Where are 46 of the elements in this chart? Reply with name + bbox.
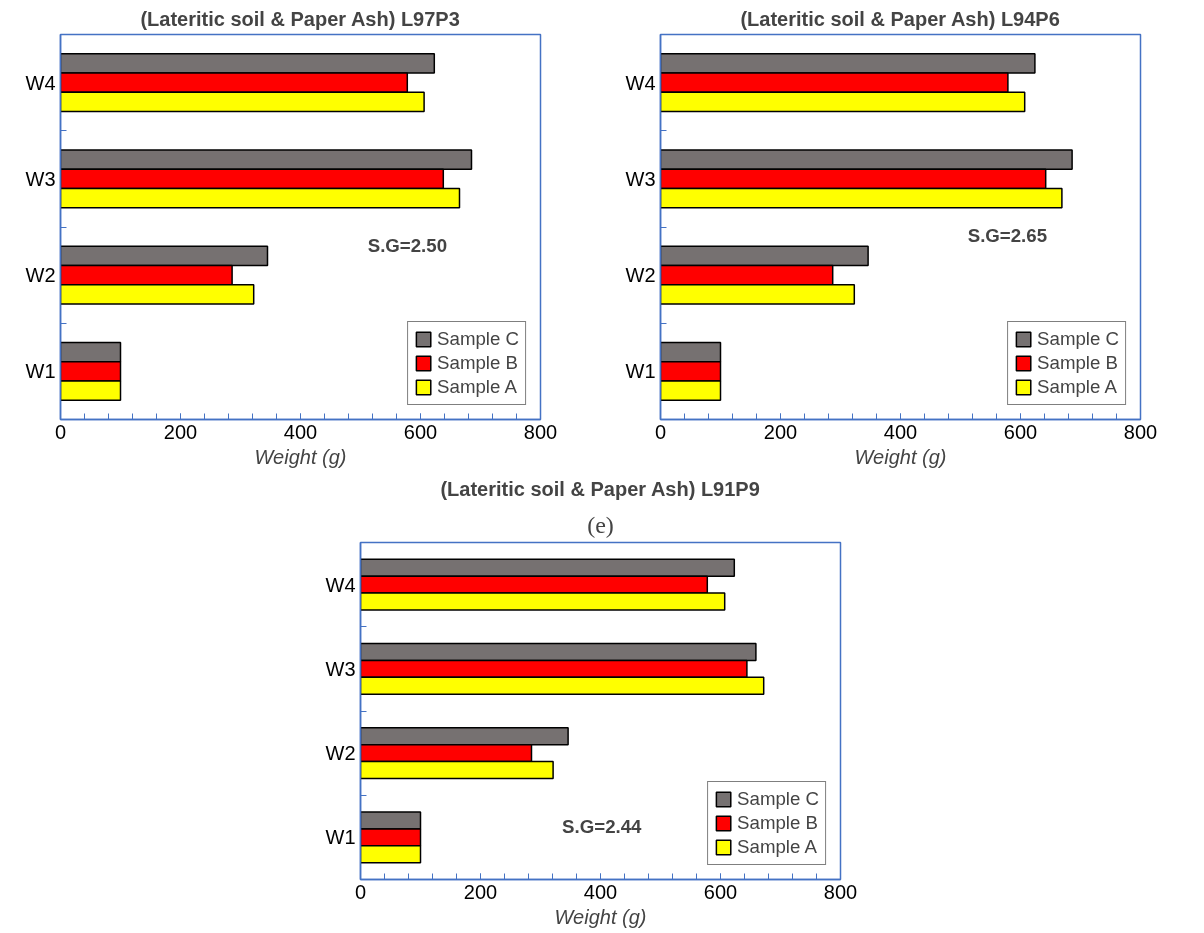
x-tick-label: 800 bbox=[823, 880, 858, 903]
x-tick-label: 0 bbox=[654, 420, 667, 443]
y-tick-label: W1 bbox=[325, 826, 356, 849]
x-tick-label: 200 bbox=[763, 420, 798, 443]
annotation: S.G=2.44 bbox=[562, 816, 643, 838]
legend-label: Sample C bbox=[737, 788, 819, 810]
chart-title: (Lateritic soil & Paper Ash) L97P3 bbox=[140, 7, 460, 30]
chart-title: (Lateritic soil & Paper Ash) L94P6 bbox=[740, 7, 1060, 30]
legend-label: Sample B bbox=[737, 812, 818, 834]
annotation: S.G=2.65 bbox=[967, 225, 1048, 247]
chart-title: (Lateritic soil & Paper Ash) L91P9 bbox=[440, 477, 760, 500]
y-tick-label: W2 bbox=[625, 264, 656, 287]
x-axis-title: Weight (g) bbox=[554, 905, 647, 928]
legend-label: Sample B bbox=[437, 352, 518, 374]
x-tick-label: 200 bbox=[463, 880, 498, 903]
x-tick-label: 0 bbox=[354, 880, 367, 903]
x-tick-label: 200 bbox=[163, 420, 198, 443]
y-tick-label: W2 bbox=[25, 264, 56, 287]
legend-label: Sample A bbox=[437, 376, 517, 398]
text: (e) bbox=[587, 511, 614, 538]
y-tick-label: W1 bbox=[625, 360, 656, 383]
x-tick-label: 800 bbox=[1123, 420, 1158, 443]
y-tick-label: W3 bbox=[625, 167, 656, 190]
x-axis-title: Weight (g) bbox=[854, 445, 947, 468]
legend-label: Sample C bbox=[1037, 328, 1119, 350]
x-axis-title: Weight (g) bbox=[254, 445, 347, 468]
y-tick-label: W2 bbox=[325, 742, 356, 765]
y-tick-label: W4 bbox=[25, 71, 56, 94]
x-tick-label: 600 bbox=[403, 420, 438, 443]
y-tick-label: W4 bbox=[625, 71, 656, 94]
y-tick-label: W1 bbox=[25, 360, 56, 383]
y-tick-label: W3 bbox=[325, 657, 356, 680]
annotation: S.G=2.50 bbox=[367, 234, 448, 256]
y-tick-label: W4 bbox=[325, 573, 356, 596]
legend-label: Sample C bbox=[437, 328, 519, 350]
x-tick-label: 400 bbox=[583, 880, 618, 903]
legend-label: Sample A bbox=[737, 836, 817, 858]
legend-label: Sample A bbox=[1037, 376, 1117, 398]
x-tick-label: 0 bbox=[54, 420, 67, 443]
legend-label: Sample B bbox=[1037, 352, 1118, 374]
x-tick-label: 600 bbox=[703, 880, 738, 903]
x-tick-label: 400 bbox=[883, 420, 918, 443]
x-tick-label: 800 bbox=[523, 420, 558, 443]
x-tick-label: 600 bbox=[1003, 420, 1038, 443]
x-tick-label: 400 bbox=[283, 420, 318, 443]
y-tick-label: W3 bbox=[25, 167, 56, 190]
